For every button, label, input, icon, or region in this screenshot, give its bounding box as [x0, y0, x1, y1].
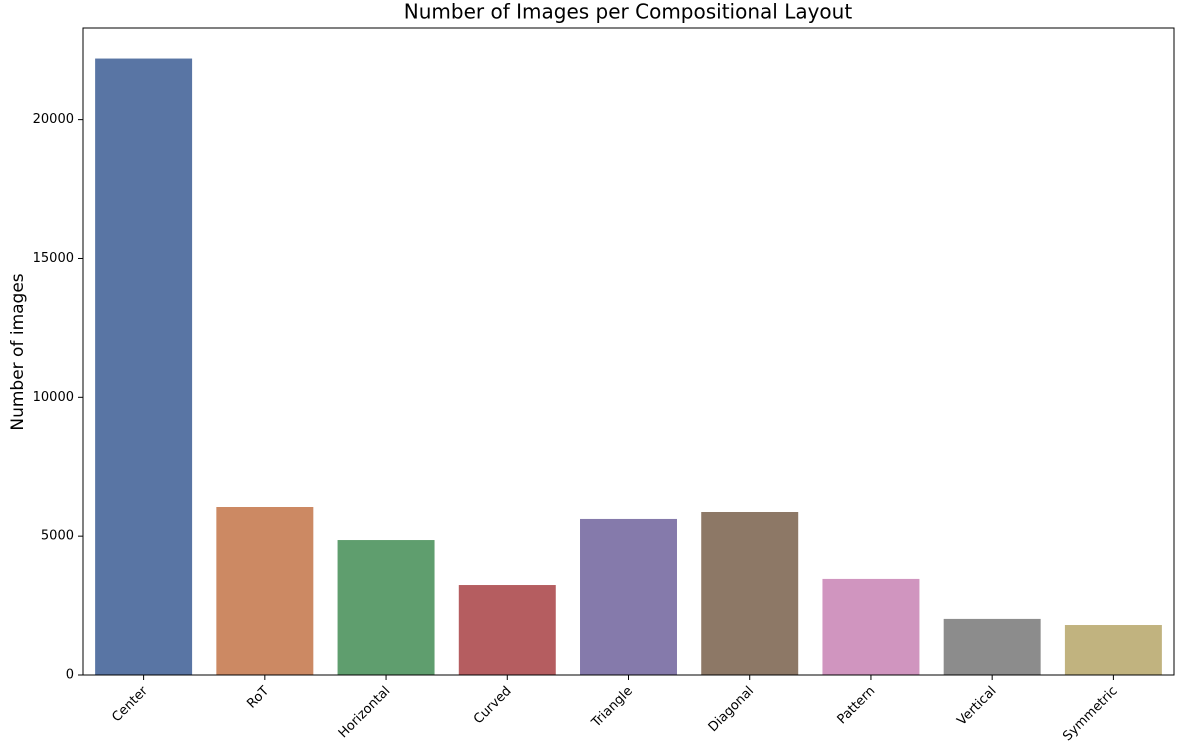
y-tick-label: 5000: [41, 529, 74, 544]
x-tick-label: Pattern: [835, 684, 879, 728]
chart-title: Number of Images per Compositional Layou…: [404, 0, 853, 24]
bar: [580, 518, 677, 675]
x-tick-label: Diagonal: [706, 684, 757, 735]
y-tick-label: 20000: [33, 112, 74, 127]
x-tick-label: Curved: [471, 684, 515, 728]
bar: [1064, 625, 1162, 675]
bar: [337, 540, 435, 675]
bar: [822, 578, 920, 675]
x-tick-label: Horizontal: [336, 684, 394, 742]
y-tick-label: 0: [66, 668, 74, 683]
x-tick-label: Vertical: [954, 684, 999, 729]
plot-frame: [82, 27, 1175, 676]
bar: [943, 618, 1041, 675]
y-axis-label: Number of images: [8, 273, 28, 430]
y-tick-label: 15000: [33, 251, 74, 266]
y-tick-label: 10000: [33, 390, 74, 405]
x-tick-label: Triangle: [588, 684, 635, 731]
x-tick-label: RoT: [244, 684, 272, 712]
x-tick-label: Symmetric: [1060, 684, 1120, 744]
bar: [701, 512, 799, 675]
bar: [95, 58, 193, 676]
bar: [216, 507, 314, 675]
x-tick-label: Center: [109, 683, 151, 725]
bar: [458, 585, 556, 675]
